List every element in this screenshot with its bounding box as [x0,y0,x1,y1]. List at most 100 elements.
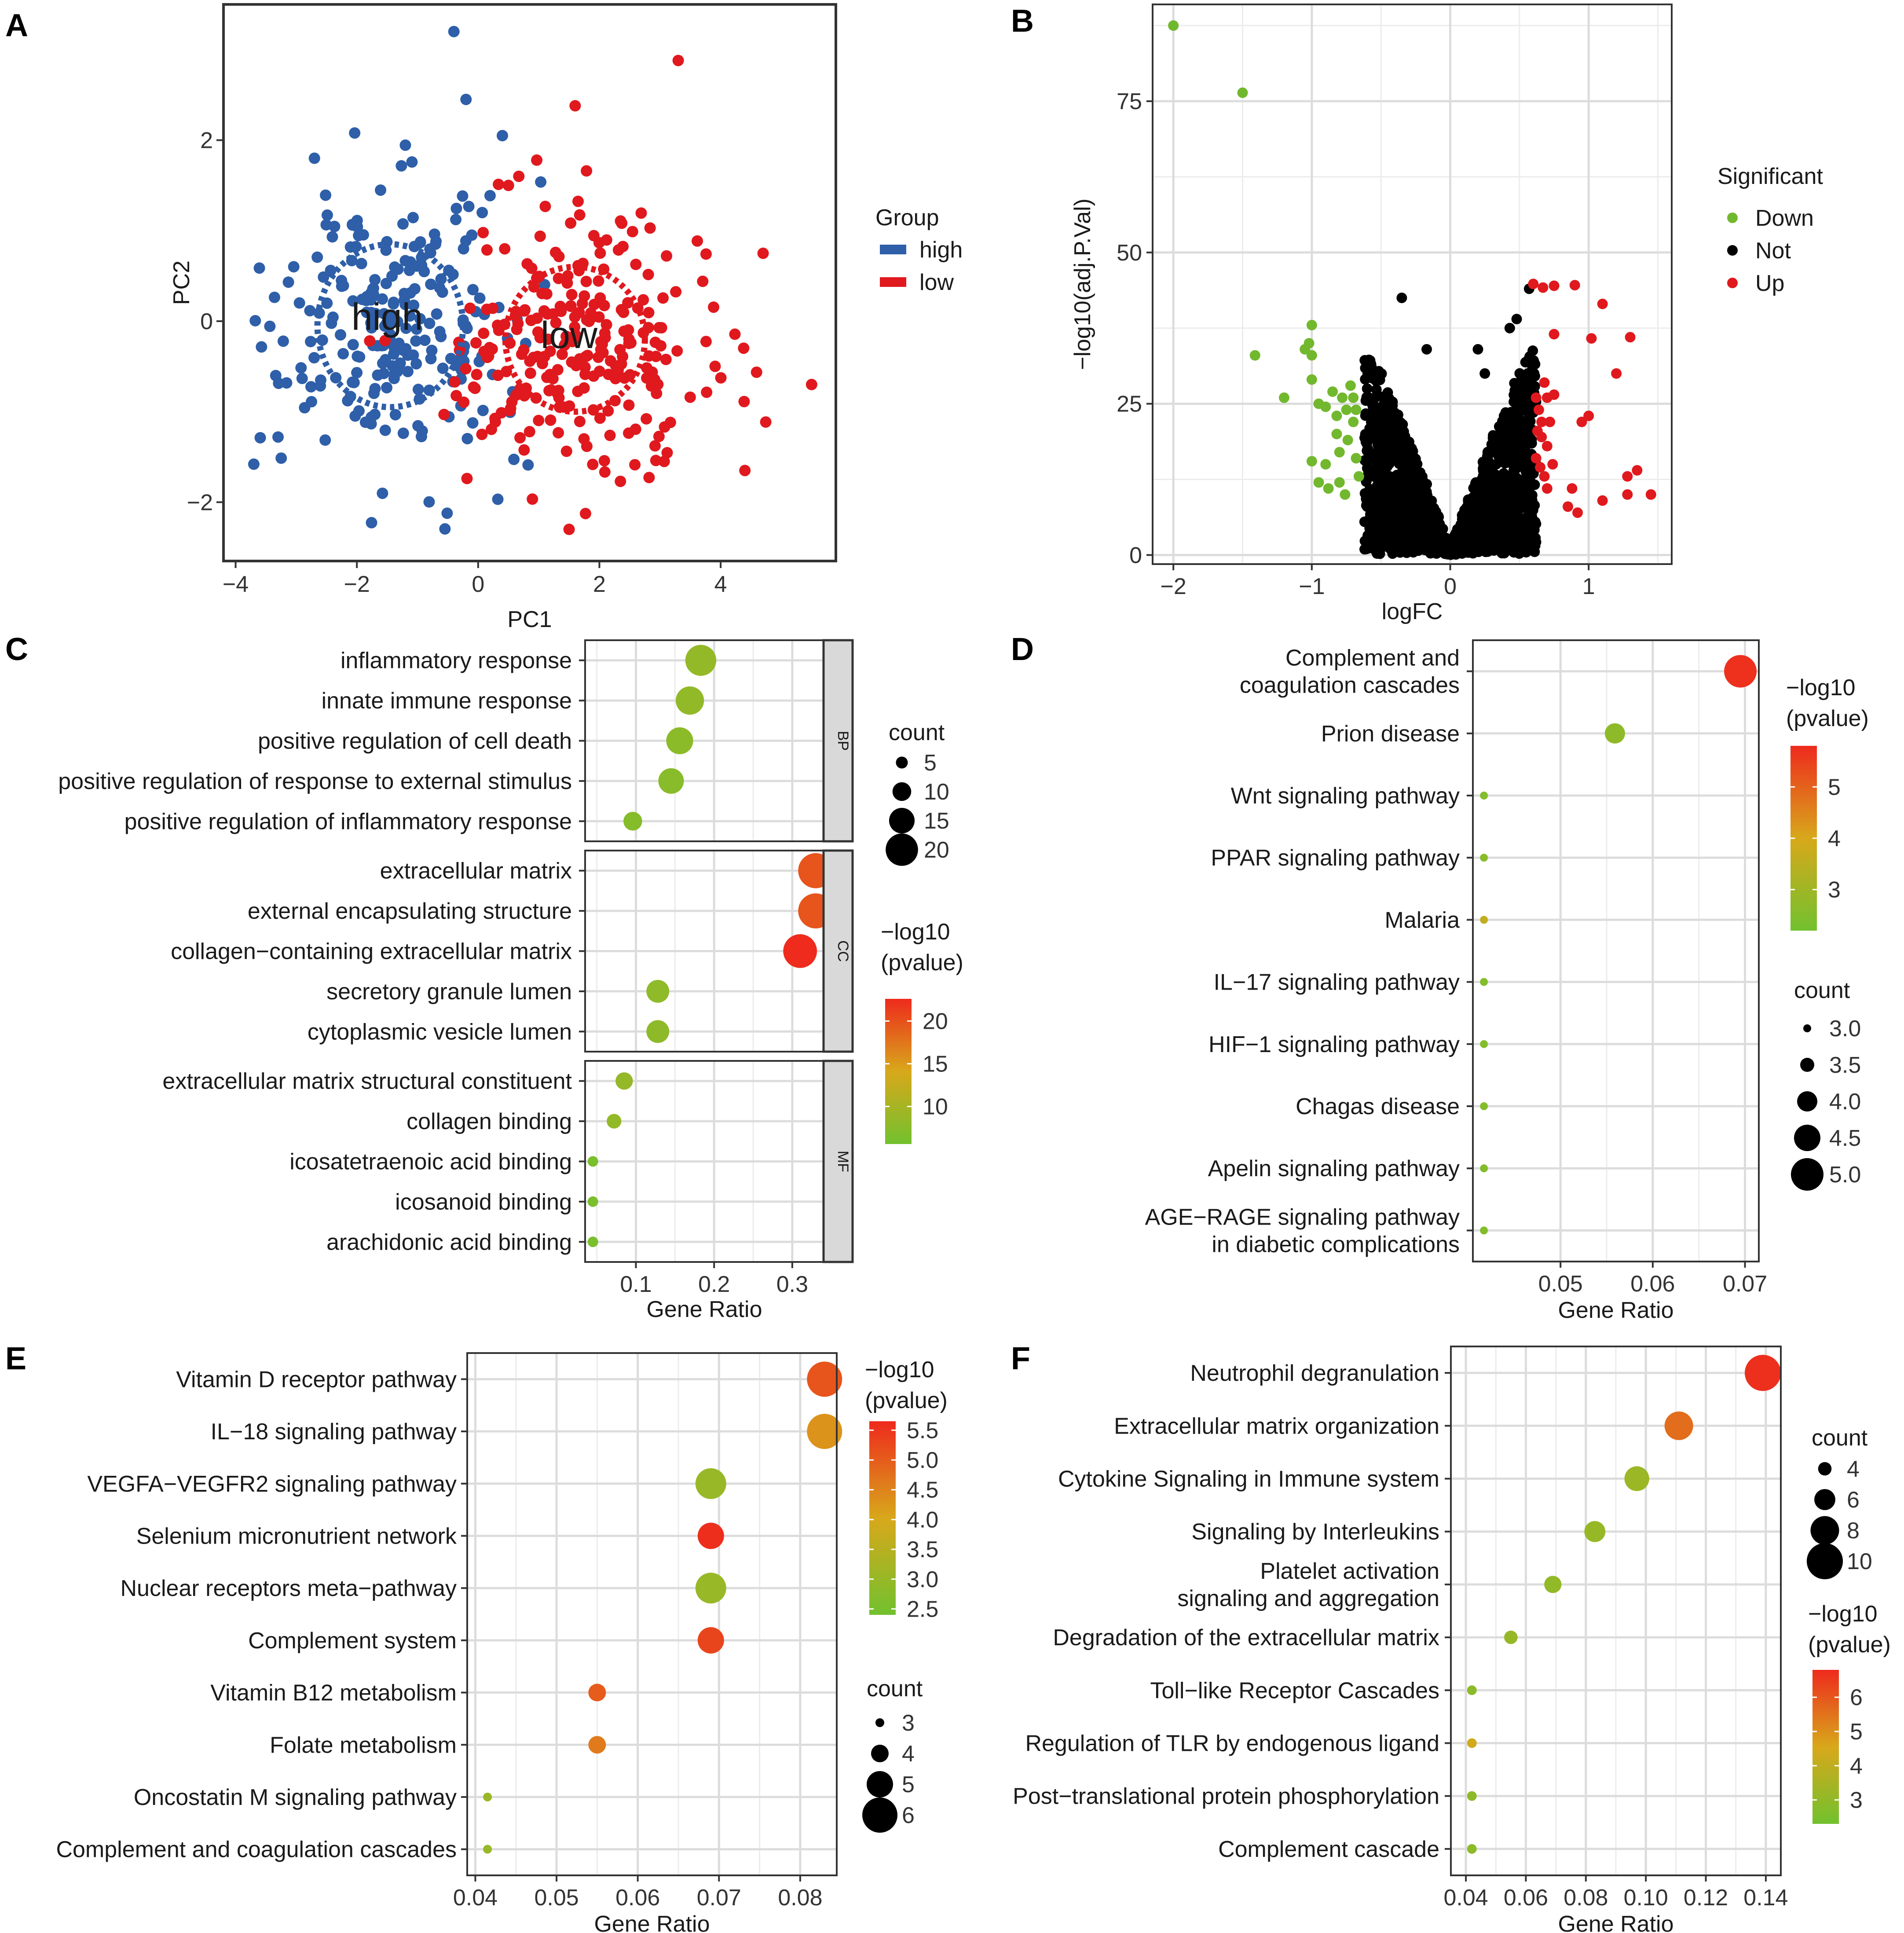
volcano-point-down [1351,404,1362,415]
pca-point-high [450,213,462,225]
legend-title: Significant [1717,164,1823,189]
pca-point-low [531,312,543,324]
pca-point-high [273,378,285,389]
volcano-point-down [1313,477,1324,488]
pca-point-high [508,454,520,466]
pca-point-low [531,154,543,166]
pca-point-high [375,184,387,196]
volcano-point-not [1462,529,1473,540]
size-legend-title: count [1794,978,1850,1003]
pca-point-high [349,127,361,139]
volcano-point-up [1545,416,1556,427]
volcano-point-up [1542,392,1552,403]
pca-point-low [616,217,628,229]
pca-point-high [308,352,320,364]
volcano-point-down [1306,350,1317,361]
pca-point-high [254,432,266,444]
volcano-point-not [1382,387,1393,398]
x-tick-label: 0.05 [534,1885,579,1911]
term-dot [697,1522,724,1549]
pca-point-low [569,100,581,112]
color-legend-label: 15 [923,1052,948,1077]
pca-point-high [282,276,294,288]
pca-point-low [715,372,727,384]
volcano-point-not [1374,403,1385,414]
term-dot [666,727,693,755]
pca-point-low [739,465,751,477]
volcano-point-not [1386,414,1397,425]
pca-point-low [552,364,564,376]
panel-f-reactome-dotplot: F 0.04 0.06 0.08 0.10 0.12 0.14 Neutrophil degr… [1011,1341,1891,1933]
term-dot [587,1236,598,1247]
pca-point-low [642,268,654,280]
volcano-point-not [1514,398,1525,409]
pca-point-low [574,209,586,221]
pca-point-low [458,396,470,408]
volcano-point-down [1237,87,1248,98]
pca-point-low [650,455,662,466]
pca-point-high [293,297,305,309]
volcano-point-up [1622,471,1633,482]
volcano-point-not [1370,447,1381,458]
pca-point-low [502,180,514,191]
pca-point-low [644,222,656,234]
color-legend-label: 10 [923,1094,948,1120]
term-dot [807,1361,842,1397]
pca-point-low [649,440,661,452]
term-label: in diabetic complications [1212,1232,1460,1257]
volcano-point-down [1348,392,1359,403]
pca-point-low [534,230,546,242]
volcano-point-not [1508,465,1519,476]
pca-point-low [553,272,564,284]
panel-letter: F [1011,1341,1030,1376]
facet-strip [822,639,854,843]
pca-point-low [672,55,684,66]
volcano-point-not [1400,503,1411,514]
pca-point-high [354,228,366,240]
pca-point-low [641,413,652,425]
pca-point-high [496,130,508,142]
x-tick-label: 0.04 [1443,1885,1488,1911]
pca-point-high [311,251,323,263]
y-tick-label: 2 [200,128,213,154]
legend-label-high: high [919,237,963,263]
x-tick-label: −2 [1161,574,1186,599]
volcano-point-not [1510,389,1521,400]
term-dot [1624,1466,1649,1491]
pca-point-low [559,339,571,351]
color-legend-label: 3.0 [907,1567,938,1592]
pca-point-high [461,433,473,444]
volcano-point-not [1498,440,1509,451]
volcano-point-up [1549,329,1560,340]
pca-point-low [492,370,504,381]
size-legend-dot [1810,1516,1839,1545]
pca-point-low [659,421,670,433]
pca-point-high [484,190,496,202]
pca-point-high [463,201,475,213]
pca-point-high [388,373,400,385]
term-dot [607,1114,622,1129]
pca-point-high [325,264,337,276]
legend-key-up [1727,278,1738,288]
volcano-point-not [1479,368,1490,379]
term-label: Complement and coagulation cascades [56,1837,457,1863]
pca-point-high [377,357,388,369]
pca-point-low [464,302,476,314]
volcano-point-up [1583,411,1594,422]
term-label: icosanoid binding [395,1189,572,1215]
volcano-point-not [1359,488,1370,499]
pca-point-high [402,349,414,361]
size-legend-dot [862,1797,897,1833]
pca-point-high [425,353,437,365]
term-dot [587,1196,598,1207]
pca-point-high [349,410,361,422]
volcano-point-down [1249,350,1260,361]
pca-point-high [419,334,431,346]
volcano-point-not [1367,373,1378,384]
volcano-point-not [1514,503,1525,514]
volcano-point-not [1513,444,1524,455]
pca-point-high [389,409,401,421]
term-label: Vitamin D receptor pathway [176,1367,457,1392]
term-label: Apelin signaling pathway [1208,1156,1460,1181]
volcano-point-not [1511,314,1522,325]
